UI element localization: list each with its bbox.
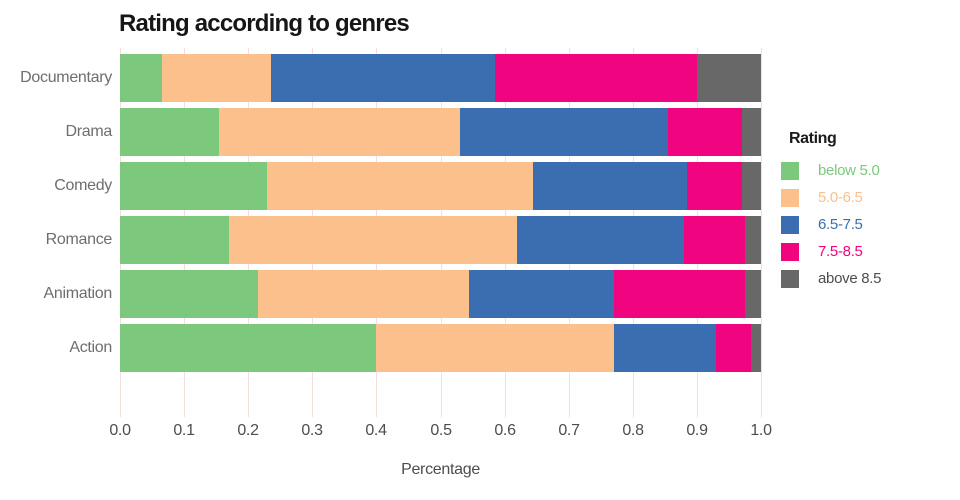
bar-segment [120,216,229,264]
bar-row [120,162,761,210]
bar-segment [533,162,688,210]
grid-line [761,48,762,417]
bar-segment [668,108,742,156]
legend-item: 7.5-8.5 [780,238,955,265]
bar-segment [120,108,220,156]
plot-area [120,48,762,417]
x-tick-label: 0.5 [430,422,452,439]
legend-item: above 8.5 [780,265,955,292]
bar-segment [120,54,162,102]
bar-segment [469,270,614,318]
legend-label: 5.0-6.5 [818,189,863,206]
bar-row [120,270,761,318]
bar-segment [751,324,761,372]
bar-segment [744,270,761,318]
legend: Rating below 5.0 5.0-6.5 6.5-7.5 7.5-8.5 abo… [780,130,955,292]
y-axis-label: Action [69,339,112,356]
bar-row [120,54,761,102]
bar-segment [219,108,460,156]
bar-segment [744,216,761,264]
bar-segment [267,162,534,210]
legend-swatch-icon [781,242,799,261]
bar-segment [684,216,745,264]
legend-label: 6.5-7.5 [818,216,863,233]
bar-segment [716,324,752,372]
legend-items: below 5.0 5.0-6.5 6.5-7.5 7.5-8.5 above 8.5 [780,157,955,292]
x-tick-label: 0.2 [237,422,259,439]
bar-segment [613,324,717,372]
bar-segment [120,324,377,372]
chart-title: Rating according to genres [119,10,410,37]
legend-item: 6.5-7.5 [780,211,955,238]
bar-segment [270,54,495,102]
bar-segment [613,270,745,318]
x-axis-title: Percentage [401,461,480,478]
legend-swatch-icon [781,188,799,207]
bar-segment [459,108,669,156]
y-axis-label: Drama [65,123,112,140]
legend-label: 7.5-8.5 [818,243,863,260]
bar-segment [257,270,470,318]
bar-segment [517,216,685,264]
y-axis-label: Documentary [20,69,112,86]
legend-item: below 5.0 [780,157,955,184]
bar-segment [741,162,761,210]
y-axis-label: Comedy [54,177,112,194]
legend-title: Rating [789,130,837,147]
x-tick-label: 0.1 [173,422,195,439]
legend-label: above 8.5 [818,270,882,287]
bar-row [120,108,761,156]
x-tick-label: 0.6 [494,422,516,439]
bar-segment [120,270,258,318]
bar-segment [161,54,271,102]
bar-segment [228,216,518,264]
bar-segment [494,54,697,102]
x-tick-label: 0.9 [686,422,708,439]
x-tick-label: 0.7 [558,422,580,439]
x-tick-label: 1.0 [750,422,772,439]
x-tick-label: 0.3 [301,422,323,439]
legend-swatch-icon [781,161,799,180]
y-axis-label: Animation [43,285,113,302]
legend-label: below 5.0 [818,162,880,179]
bar-segment [741,108,761,156]
bar-row [120,324,761,372]
bar-segment [376,324,614,372]
x-tick-label: 0.8 [622,422,644,439]
legend-swatch-icon [781,215,799,234]
x-tick-label: 0.0 [109,422,131,439]
legend-swatch-icon [781,269,799,288]
bar-segment [120,162,268,210]
bar-segment [696,54,761,102]
y-axis-label: Romance [45,231,113,248]
bar-row [120,216,761,264]
legend-item: 5.0-6.5 [780,184,955,211]
bar-segment [687,162,742,210]
x-tick-label: 0.4 [365,422,387,439]
